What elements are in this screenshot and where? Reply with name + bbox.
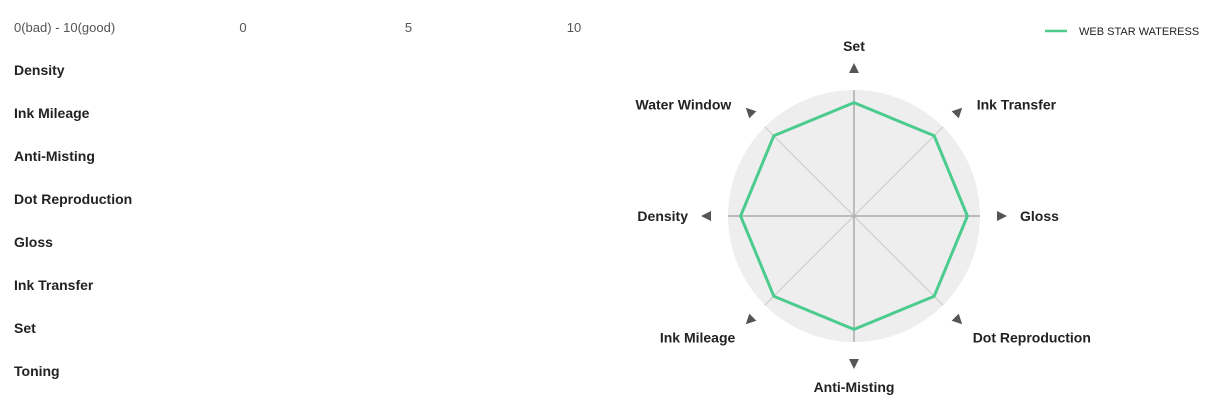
category-label: Ink Transfer (14, 277, 94, 293)
category-label: Ink Mileage (14, 105, 90, 121)
category-label: Anti-Misting (14, 148, 95, 164)
category-label: Toning (14, 363, 60, 379)
radar-series-line (739, 101, 969, 331)
radar-axis-label: Ink Mileage (660, 330, 736, 346)
scale-caption: 0(bad) - 10(good) (14, 20, 115, 35)
category-label: Set (14, 320, 36, 336)
bar-chart: 0(bad) - 10(good) 0 5 10 Density Ink Mileag… (14, 20, 581, 379)
radar-axis-label: Water Window (636, 96, 732, 112)
axis-arrow-icon (997, 211, 1007, 221)
radar-axis-label: Anti-Misting (814, 379, 895, 395)
axis-arrow-icon (849, 359, 859, 369)
radar-spoke (853, 215, 944, 306)
legend-label: WEB STAR WATERESS (1079, 26, 1199, 38)
legend: WEB STAR WATERESS (1045, 26, 1199, 38)
radar-axis-label: Dot Reproduction (973, 330, 1091, 346)
axis-arrow-icon (745, 313, 757, 325)
radar-axis-label: Density (637, 208, 688, 224)
category-label: Gloss (14, 234, 53, 250)
axis-arrow-icon (849, 63, 859, 73)
category-label: Dot Reproduction (14, 191, 132, 207)
radar-axis-label: Ink Transfer (977, 96, 1057, 112)
axis-arrow-icon (701, 211, 711, 221)
tick-label: 0 (239, 20, 246, 35)
radar-spoke (764, 215, 855, 306)
axis-arrow-icon (951, 313, 963, 325)
category-label: Density (14, 62, 65, 78)
radar-axis-label: Set (843, 38, 865, 54)
tick-label: 10 (567, 20, 581, 35)
radar-axis-label: Gloss (1020, 208, 1059, 224)
radar-chart: Set Ink Transfer Gloss Dot Reproduction Anti… (636, 26, 1200, 395)
radar-spoke (764, 126, 855, 217)
axis-arrow-icon (951, 107, 963, 119)
axis-arrow-icon (745, 107, 757, 119)
radar-spoke (853, 126, 944, 217)
tick-label: 5 (405, 20, 412, 35)
